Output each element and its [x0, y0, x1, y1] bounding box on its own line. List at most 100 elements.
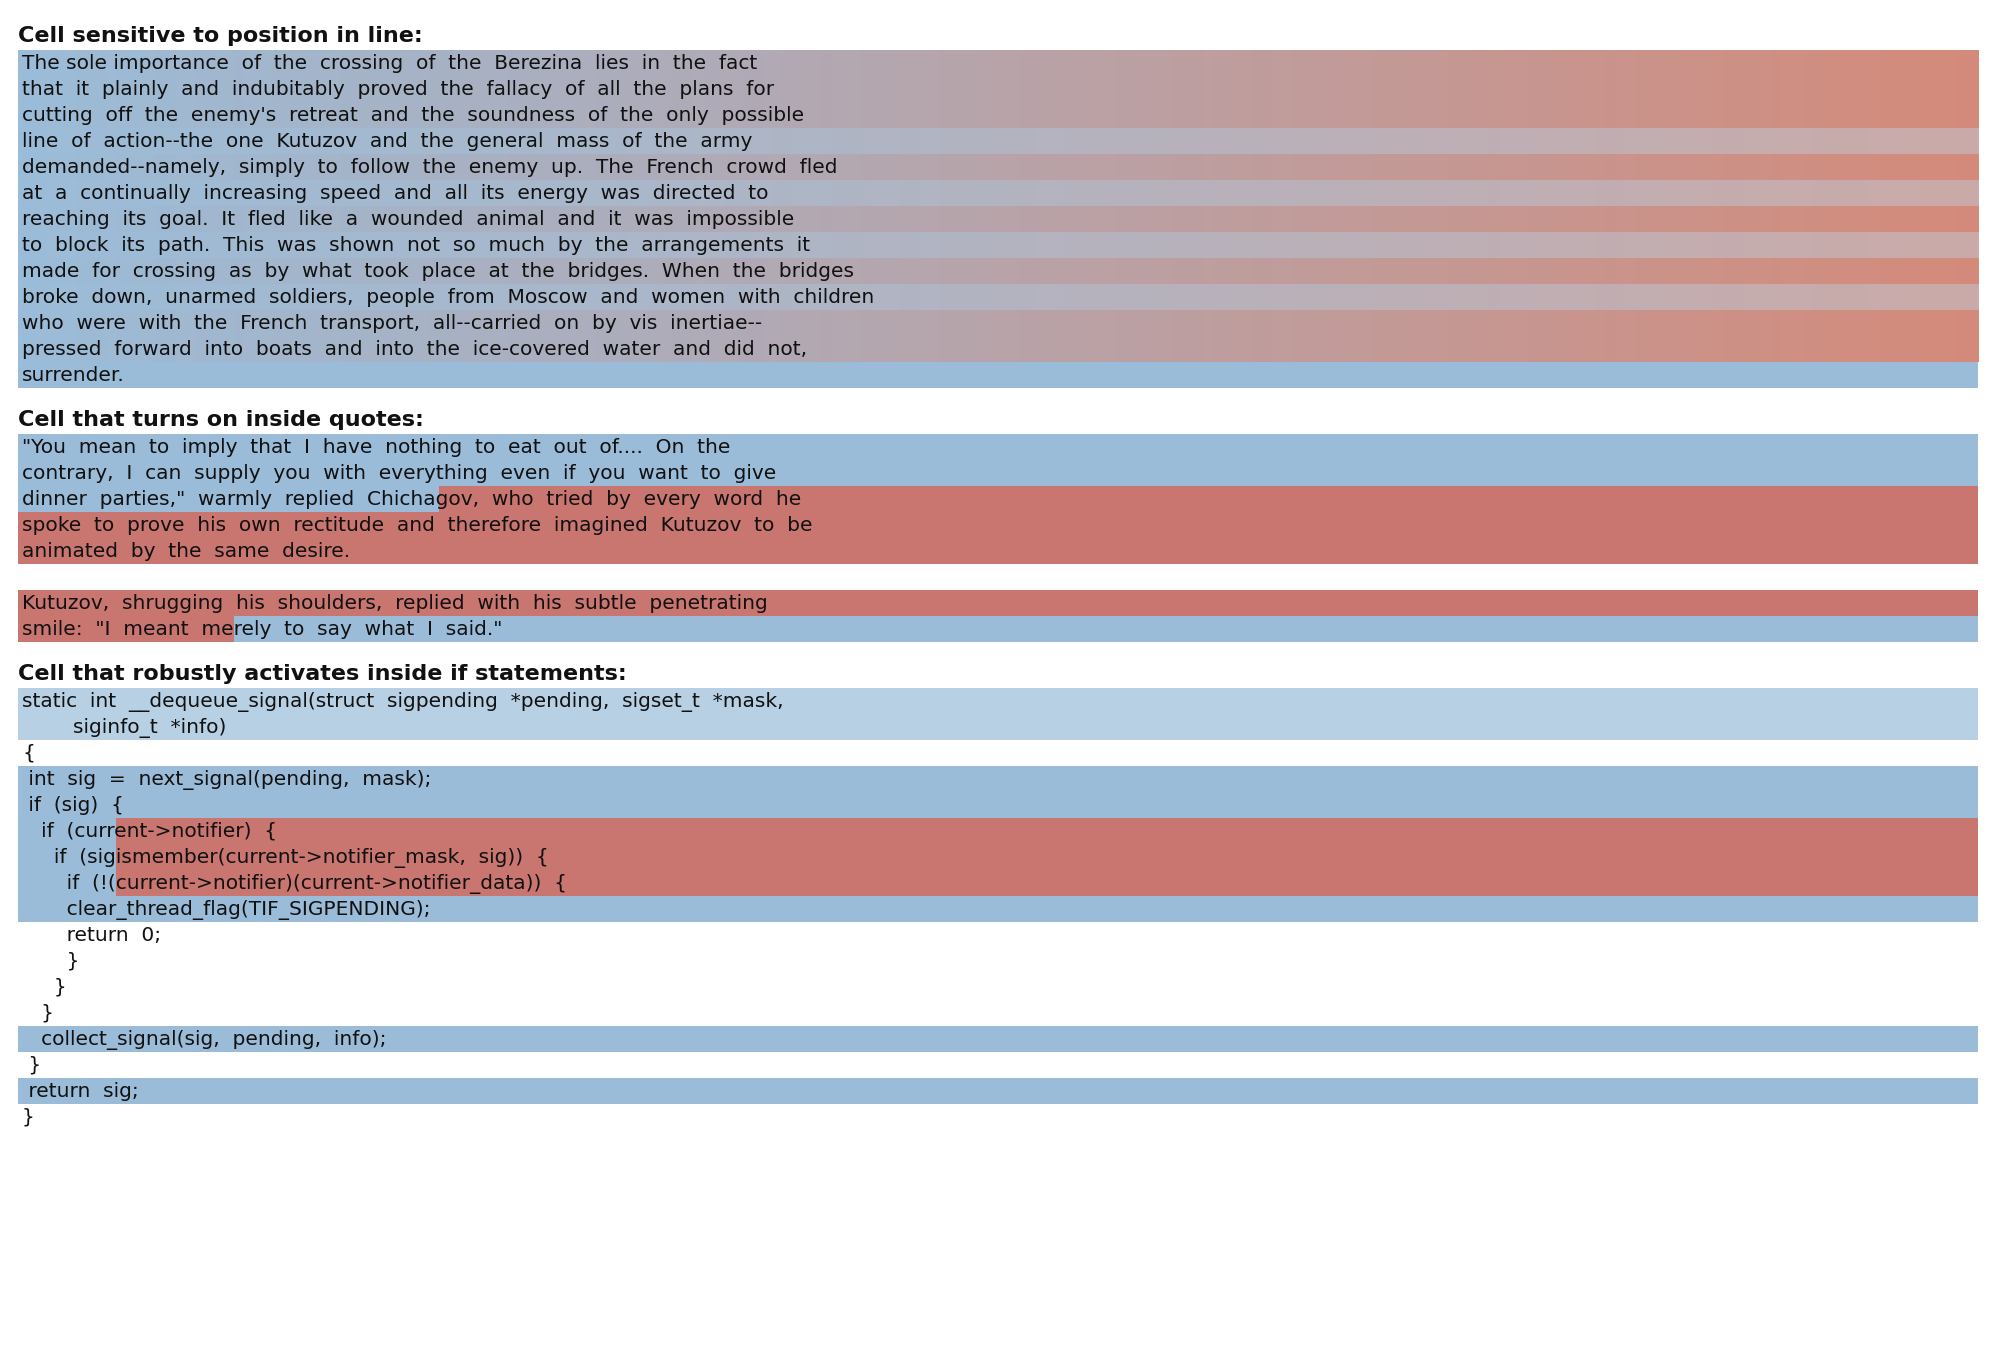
- Bar: [1596, 336, 1606, 362]
- Bar: [360, 336, 372, 362]
- Bar: [18, 616, 234, 642]
- Bar: [684, 180, 694, 206]
- Bar: [616, 154, 626, 180]
- Bar: [1322, 128, 1332, 154]
- Bar: [988, 154, 998, 180]
- Bar: [1626, 154, 1636, 180]
- Bar: [734, 102, 744, 128]
- Bar: [264, 258, 274, 284]
- Bar: [48, 232, 58, 258]
- Bar: [1116, 180, 1126, 206]
- Bar: [1164, 128, 1174, 154]
- Bar: [1056, 232, 1068, 258]
- Bar: [1870, 232, 1880, 258]
- Bar: [1410, 102, 1420, 128]
- Bar: [1126, 258, 1136, 284]
- Bar: [812, 232, 822, 258]
- Bar: [1704, 232, 1714, 258]
- Bar: [1410, 258, 1420, 284]
- Bar: [18, 512, 1978, 538]
- Bar: [1350, 310, 1362, 336]
- Bar: [234, 310, 244, 336]
- Bar: [184, 284, 194, 310]
- Bar: [556, 102, 568, 128]
- Bar: [360, 51, 372, 76]
- Bar: [556, 232, 568, 258]
- Bar: [998, 336, 1008, 362]
- Bar: [498, 180, 508, 206]
- Bar: [772, 76, 782, 102]
- Bar: [1340, 51, 1352, 76]
- Bar: [930, 232, 940, 258]
- Bar: [146, 336, 156, 362]
- Bar: [1056, 51, 1068, 76]
- Bar: [86, 284, 96, 310]
- Bar: [254, 258, 264, 284]
- Bar: [782, 284, 792, 310]
- Bar: [1664, 102, 1674, 128]
- Bar: [1144, 51, 1156, 76]
- Bar: [1252, 310, 1264, 336]
- Bar: [1822, 284, 1832, 310]
- Bar: [852, 336, 862, 362]
- Bar: [910, 258, 920, 284]
- Bar: [1528, 310, 1538, 336]
- Bar: [1938, 206, 1950, 232]
- Bar: [342, 232, 352, 258]
- Bar: [106, 206, 116, 232]
- Bar: [234, 128, 244, 154]
- Bar: [498, 284, 508, 310]
- Bar: [890, 128, 900, 154]
- Bar: [1556, 258, 1566, 284]
- Bar: [1644, 51, 1656, 76]
- Bar: [1116, 206, 1126, 232]
- Bar: [1224, 154, 1234, 180]
- Bar: [1126, 76, 1136, 102]
- Bar: [1536, 232, 1548, 258]
- Bar: [1066, 284, 1076, 310]
- Bar: [1840, 76, 1852, 102]
- Bar: [1880, 258, 1890, 284]
- Bar: [704, 102, 714, 128]
- Bar: [1714, 206, 1724, 232]
- Bar: [1822, 154, 1832, 180]
- Bar: [1204, 76, 1214, 102]
- Bar: [1792, 51, 1802, 76]
- Bar: [1430, 336, 1440, 362]
- Bar: [1056, 102, 1068, 128]
- Bar: [656, 232, 666, 258]
- Bar: [802, 128, 812, 154]
- Bar: [254, 51, 264, 76]
- Bar: [1528, 206, 1538, 232]
- Bar: [1008, 310, 1018, 336]
- Bar: [1802, 102, 1812, 128]
- Bar: [528, 232, 538, 258]
- Bar: [468, 51, 480, 76]
- Bar: [1576, 310, 1586, 336]
- Bar: [164, 206, 176, 232]
- Bar: [860, 336, 872, 362]
- Bar: [312, 128, 322, 154]
- Bar: [1812, 310, 1822, 336]
- Bar: [1536, 336, 1548, 362]
- Bar: [1822, 336, 1832, 362]
- Bar: [1282, 128, 1292, 154]
- Bar: [498, 336, 508, 362]
- Bar: [792, 102, 802, 128]
- Bar: [1782, 51, 1792, 76]
- Bar: [244, 206, 254, 232]
- Bar: [1772, 284, 1782, 310]
- Bar: [646, 128, 656, 154]
- Bar: [264, 284, 274, 310]
- Bar: [1920, 51, 1930, 76]
- Bar: [782, 232, 792, 258]
- Bar: [1008, 128, 1018, 154]
- Bar: [900, 154, 910, 180]
- Bar: [1938, 76, 1950, 102]
- Bar: [1340, 102, 1352, 128]
- Bar: [812, 284, 822, 310]
- Bar: [822, 258, 832, 284]
- Bar: [538, 128, 548, 154]
- Bar: [508, 258, 518, 284]
- Bar: [1664, 206, 1674, 232]
